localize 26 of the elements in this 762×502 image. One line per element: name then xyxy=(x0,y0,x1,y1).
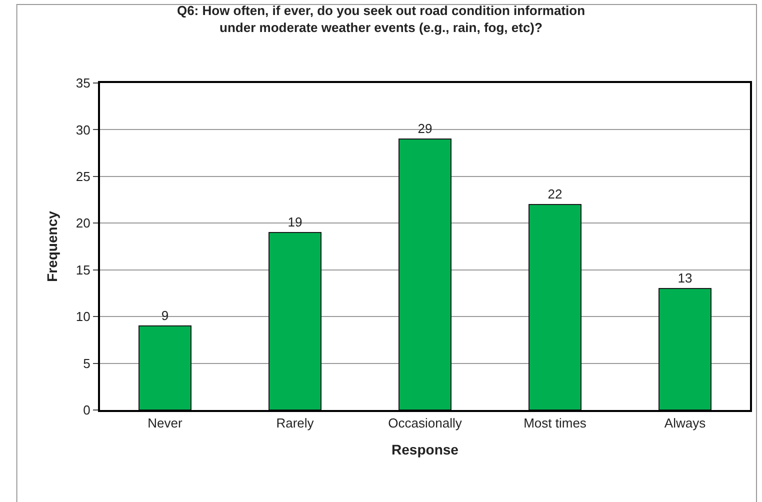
y-axis-title: Frequency xyxy=(44,210,60,282)
y-tick-label: 5 xyxy=(83,356,90,371)
x-tick-label: Never xyxy=(148,416,184,431)
chart-title: Q6: How often, if ever, do you seek out road condition information under moderate weather events (e.g., rain, fog, etc)? xyxy=(176,3,586,35)
x-axis-title: Response xyxy=(392,441,459,458)
x-tick-label: Most times xyxy=(524,416,587,431)
data-label: 22 xyxy=(548,186,562,202)
y-tick-label: 35 xyxy=(76,76,90,91)
y-tick-label: 15 xyxy=(76,262,90,278)
bar xyxy=(268,232,322,410)
data-label: 19 xyxy=(288,214,302,230)
bar xyxy=(138,325,192,410)
y-tick-label: 30 xyxy=(76,122,90,138)
y-tick-label: 10 xyxy=(76,309,90,324)
y-tick-label: 0 xyxy=(83,402,90,418)
x-tick-label: Rarely xyxy=(276,416,314,431)
y-tick-label: 20 xyxy=(76,216,90,231)
data-label: 29 xyxy=(418,121,432,136)
bar xyxy=(398,138,452,410)
y-tick-label: 25 xyxy=(76,168,90,184)
bar xyxy=(658,288,712,410)
x-tick-label: Occasionally xyxy=(388,416,462,431)
bar xyxy=(528,204,582,410)
data-label: 9 xyxy=(161,308,169,323)
data-label: 13 xyxy=(678,270,692,286)
x-tick-label: Always xyxy=(664,416,706,431)
